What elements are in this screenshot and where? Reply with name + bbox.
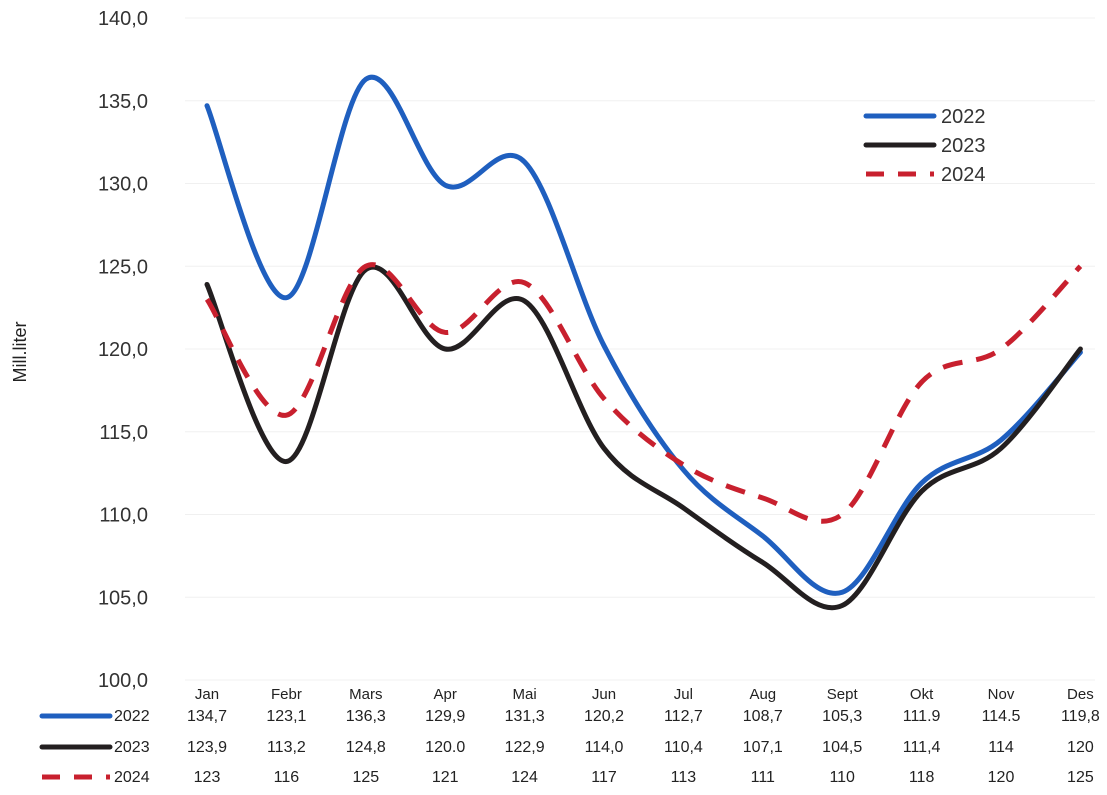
y-tick-label: 100,0: [98, 670, 148, 692]
table-cell: 134,7: [187, 708, 227, 725]
table-cell: 114: [988, 739, 1014, 756]
y-tick-label: 135,0: [98, 91, 148, 113]
table-cell: 123,1: [266, 708, 306, 725]
table-cell: 112,7: [664, 708, 703, 725]
data-table: Jan Febr Mars Apr Mai Jun Jul Aug Sept Okt Nov Des 2…: [39, 686, 1100, 786]
table-series-name: 2023: [114, 739, 150, 756]
category-label: Mars: [349, 686, 382, 703]
table-cell: 113,2: [267, 739, 306, 756]
gridlines: [185, 17, 1095, 681]
y-tick-label: 140,0: [98, 8, 148, 30]
table-cell: 136,3: [346, 708, 386, 725]
category-label: Febr: [271, 686, 302, 703]
table-cell: 111: [751, 769, 775, 786]
table-cell: 111,4: [903, 739, 941, 756]
category-label: Jul: [674, 686, 693, 703]
series-line-2024: [204, 262, 1083, 524]
table-cell: 119,8: [1061, 708, 1100, 725]
y-axis-ticks: 100,0 105,0 110,0 115,0 120,0 125,0 130,0 135,0…: [98, 8, 148, 692]
table-cell: 120: [1067, 739, 1094, 756]
table-cell: 105,3: [822, 708, 862, 725]
table-cell: 108,7: [743, 708, 783, 725]
category-label: Apr: [434, 686, 457, 703]
legend-label-2023: 2023: [941, 135, 986, 157]
legend-label-2024: 2024: [941, 164, 986, 186]
category-label: Mai: [513, 686, 537, 703]
table-cell: 114.5: [982, 708, 1021, 725]
table-cell: 110: [829, 769, 855, 786]
table-cell: 124: [511, 769, 538, 786]
y-tick-label: 110,0: [99, 505, 148, 527]
table-cell: 111.9: [903, 708, 941, 725]
table-cell: 122,9: [505, 739, 545, 756]
series-lines: [204, 74, 1083, 611]
table-cell: 120: [988, 769, 1015, 786]
category-label: Okt: [910, 686, 934, 703]
table-cell: 120.0: [425, 739, 465, 756]
y-tick-label: 125,0: [98, 256, 148, 278]
y-tick-label: 130,0: [98, 174, 148, 196]
table-cell: 104,5: [822, 739, 862, 756]
table-cell: 116: [274, 769, 300, 786]
legend-label-2022: 2022: [941, 106, 986, 128]
series-line-2022: [204, 74, 1083, 596]
table-cell: 123,9: [187, 739, 227, 756]
table-cell: 121: [432, 769, 459, 786]
y-tick-label: 115,0: [99, 422, 148, 444]
series-line-2023: [204, 264, 1083, 611]
table-cell: 120,2: [584, 708, 624, 725]
category-label: Jun: [592, 686, 616, 703]
y-tick-label: 120,0: [98, 339, 148, 361]
table-cell: 107,1: [743, 739, 783, 756]
category-label: Nov: [988, 686, 1015, 703]
table-cell: 114,0: [585, 739, 624, 756]
category-label: Aug: [749, 686, 776, 703]
y-tick-label: 105,0: [98, 587, 148, 609]
table-cell: 125: [1067, 769, 1094, 786]
table-cell: 118: [909, 769, 935, 786]
table-cell: 123: [194, 769, 221, 786]
category-label: Des: [1067, 686, 1094, 703]
table-cell: 110,4: [664, 739, 703, 756]
y-axis-label: Mill.liter: [10, 321, 30, 382]
table-cell: 131,3: [505, 708, 545, 725]
table-cell: 129,9: [425, 708, 465, 725]
table-series-name: 2022: [114, 708, 150, 725]
legend: 2022 2023 2024: [863, 106, 986, 186]
category-label: Jan: [195, 686, 219, 703]
table-cell: 125: [352, 769, 379, 786]
table-cell: 117: [591, 769, 617, 786]
category-label: Sept: [827, 686, 859, 703]
table-cell: 113: [671, 769, 697, 786]
table-cell: 124,8: [346, 739, 386, 756]
table-series-name: 2024: [114, 769, 150, 786]
